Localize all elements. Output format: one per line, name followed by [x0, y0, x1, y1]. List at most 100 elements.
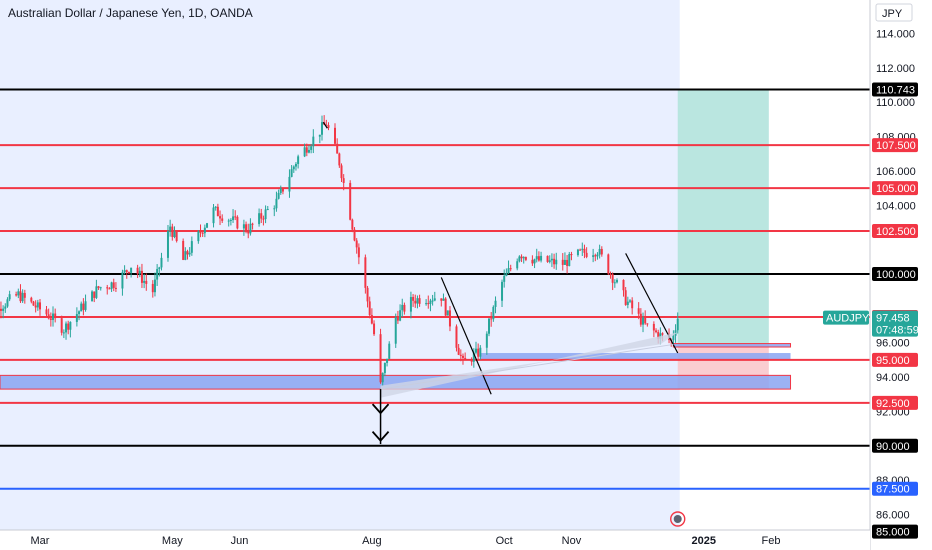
- marker-stroke[interactable]: [322, 121, 328, 129]
- candle: [399, 304, 402, 322]
- time-axis[interactable]: [0, 530, 870, 550]
- candle-body: [364, 257, 367, 288]
- candle: [537, 251, 540, 262]
- candle-body: [448, 310, 451, 327]
- candle: [21, 289, 24, 303]
- symbol-tag[interactable]: [823, 310, 869, 325]
- candle: [403, 302, 406, 315]
- candle: [576, 248, 579, 257]
- candle: [524, 256, 527, 262]
- candle: [485, 331, 488, 355]
- candle: [221, 214, 224, 223]
- wedge-drawing[interactable]: [380, 332, 678, 398]
- candle-body: [639, 313, 642, 325]
- candle-body: [258, 213, 261, 225]
- support-trendline[interactable]: [380, 343, 674, 390]
- candle-body: [622, 279, 625, 291]
- candle-body: [214, 206, 217, 208]
- candle: [80, 301, 83, 312]
- candle-body: [54, 313, 57, 319]
- candle-body: [203, 227, 206, 234]
- candle: [234, 210, 237, 221]
- candle: [325, 119, 328, 126]
- candle-body: [307, 149, 310, 153]
- current-price-tag: [872, 310, 918, 337]
- candle: [69, 321, 72, 338]
- candle-body: [607, 254, 610, 274]
- candle-body: [546, 255, 549, 262]
- candle: [206, 222, 209, 229]
- candle: [65, 321, 68, 340]
- candle-body: [305, 147, 308, 153]
- level-tag-text: 110.743: [876, 84, 915, 96]
- candle-body: [36, 302, 39, 308]
- level-tag-text: 102.500: [876, 226, 916, 238]
- candle-body: [32, 301, 35, 306]
- candle-body: [292, 166, 295, 170]
- candle-body: [609, 273, 612, 275]
- candle: [626, 296, 629, 309]
- candle-body: [524, 257, 527, 260]
- level-tag-87.500: [872, 481, 918, 496]
- candle-body: [611, 274, 614, 283]
- level-tag-100.000: [872, 267, 918, 281]
- candle: [581, 242, 584, 256]
- candle-body: [251, 223, 254, 225]
- candle-body: [585, 252, 588, 257]
- candle-body: [644, 317, 647, 324]
- candle-body: [507, 268, 510, 274]
- candle: [433, 291, 436, 302]
- candle-body: [340, 165, 343, 179]
- candle: [232, 209, 235, 223]
- candle: [594, 253, 597, 262]
- candle-body: [446, 310, 449, 316]
- candle: [642, 312, 645, 333]
- candle: [472, 348, 475, 368]
- candle-body: [212, 207, 215, 224]
- candle: [166, 224, 169, 262]
- candle-body: [416, 298, 419, 304]
- candle-body: [637, 308, 640, 314]
- candle-body: [479, 347, 482, 357]
- candle-body: [247, 230, 250, 234]
- candle: [84, 294, 87, 312]
- candle-body: [262, 218, 265, 220]
- candle: [340, 163, 343, 183]
- candle-body: [370, 314, 373, 324]
- candle-body: [396, 316, 399, 321]
- candle-body: [273, 208, 276, 210]
- candle-body: [47, 314, 50, 319]
- candle: [503, 269, 506, 288]
- candle-body: [15, 294, 18, 296]
- candle: [4, 303, 7, 313]
- candle-body: [123, 270, 126, 273]
- x-tick-label: Nov: [562, 535, 582, 547]
- candle: [273, 205, 276, 217]
- candle: [186, 249, 189, 260]
- indicator-icon[interactable]: [670, 511, 686, 527]
- candle-body: [455, 326, 458, 348]
- candle: [290, 165, 293, 178]
- candle-body: [75, 314, 78, 322]
- y-tick-label: 94.000: [876, 372, 910, 384]
- candle: [0, 301, 2, 319]
- currency-box[interactable]: [875, 3, 913, 22]
- candle: [401, 298, 404, 318]
- candle-body: [23, 292, 26, 298]
- candle: [219, 210, 222, 226]
- candle-body: [320, 122, 323, 135]
- candle-body: [290, 169, 293, 177]
- candle: [546, 255, 549, 263]
- candle: [75, 307, 78, 327]
- candle: [8, 290, 11, 302]
- candle: [338, 152, 341, 168]
- candle-body: [568, 254, 571, 266]
- level-tag-102.500: [872, 224, 918, 239]
- candle-body: [143, 280, 146, 283]
- candle-body: [474, 348, 477, 353]
- candle-body: [206, 223, 209, 228]
- candle: [585, 247, 588, 259]
- x-tick-label: Feb: [762, 535, 781, 547]
